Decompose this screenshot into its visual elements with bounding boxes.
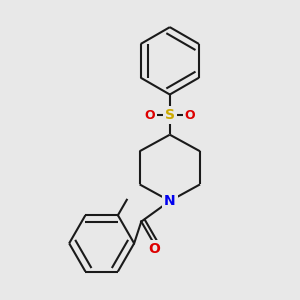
- Text: S: S: [165, 108, 175, 122]
- Text: O: O: [184, 109, 195, 122]
- Text: O: O: [148, 242, 160, 256]
- Text: N: N: [164, 194, 176, 208]
- Text: O: O: [145, 109, 155, 122]
